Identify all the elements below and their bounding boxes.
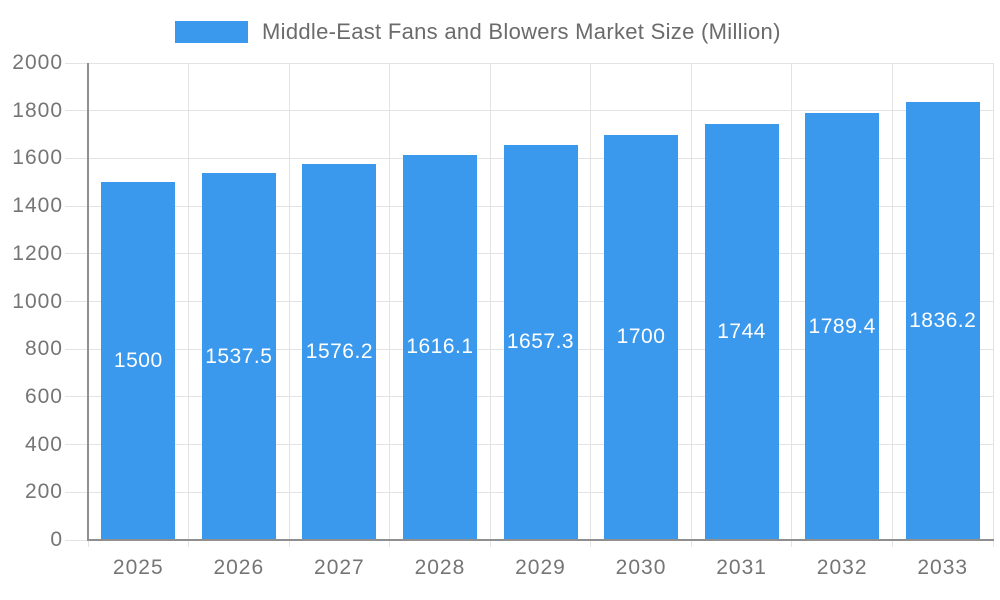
- y-axis-tick-label: 1600: [12, 146, 63, 170]
- legend-label: Middle-East Fans and Blowers Market Size…: [262, 19, 781, 44]
- y-axis-tick-label: 1800: [12, 98, 63, 122]
- y-axis-tick-label: 1000: [12, 289, 63, 313]
- bar[interactable]: [503, 144, 578, 540]
- y-axis-tick-label: 800: [24, 337, 63, 361]
- y-axis-tick-label: 2000: [12, 51, 63, 74]
- x-gridline: [891, 63, 893, 540]
- legend-swatch[interactable]: [175, 21, 248, 43]
- x-tick: [791, 540, 793, 547]
- y-axis-tick-label: 1400: [12, 194, 63, 218]
- bar[interactable]: [201, 173, 276, 540]
- x-tick: [992, 540, 994, 547]
- legend[interactable]: Middle-East Fans and Blowers Market Size…: [175, 20, 781, 44]
- x-gridline: [992, 63, 994, 540]
- x-axis-tick-label: 2025: [112, 556, 164, 579]
- x-tick: [489, 540, 491, 547]
- y-axis-line: [87, 63, 89, 540]
- x-axis-line: [87, 539, 994, 541]
- x-tick: [188, 540, 190, 547]
- y-gridline: [65, 110, 993, 112]
- x-axis-tick-label: 2032: [816, 556, 868, 579]
- bar[interactable]: [905, 102, 980, 540]
- x-tick: [389, 540, 391, 547]
- x-gridline: [590, 63, 592, 540]
- y-axis-tick-label: 1200: [12, 241, 63, 265]
- x-gridline: [188, 63, 190, 540]
- x-axis-tick-label: 2029: [515, 556, 566, 579]
- y-axis-tick-label: 200: [24, 480, 63, 504]
- bar[interactable]: [101, 182, 176, 540]
- x-tick: [87, 540, 89, 547]
- bar[interactable]: [805, 113, 880, 540]
- x-tick: [891, 540, 893, 547]
- y-axis-tick-label: 0: [50, 528, 63, 551]
- x-tick: [288, 540, 290, 547]
- x-gridline: [489, 63, 491, 540]
- bar[interactable]: [604, 134, 679, 540]
- x-axis-tick-label: 2027: [314, 556, 365, 579]
- x-axis-tick-label: 2028: [414, 556, 466, 579]
- bar[interactable]: [302, 164, 377, 540]
- y-axis-tick-label: 400: [24, 432, 63, 456]
- x-gridline: [690, 63, 692, 540]
- x-axis-tick-label: 2026: [213, 556, 265, 579]
- x-gridline: [288, 63, 290, 540]
- x-axis-tick-label: 2031: [716, 556, 767, 579]
- x-axis-tick-label: 2033: [917, 556, 969, 579]
- y-axis-tick-label: 600: [24, 384, 63, 408]
- x-tick: [590, 540, 592, 547]
- x-gridline: [791, 63, 793, 540]
- x-axis-tick-label: 2030: [615, 556, 667, 579]
- bar[interactable]: [704, 124, 779, 540]
- x-tick: [690, 540, 692, 547]
- bar[interactable]: [402, 154, 477, 540]
- x-gridline: [389, 63, 391, 540]
- y-gridline: [65, 62, 993, 64]
